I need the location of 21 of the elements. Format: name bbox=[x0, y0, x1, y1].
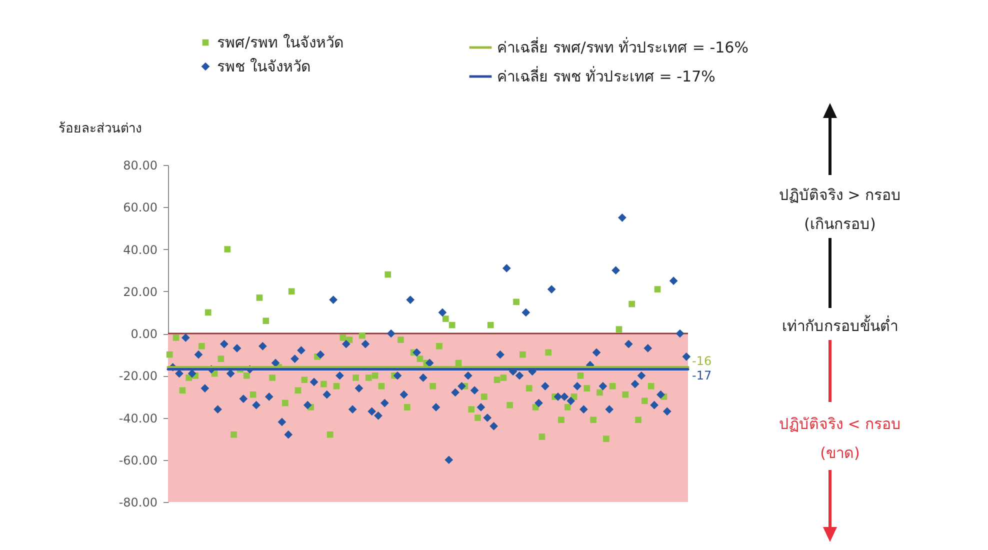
text: เท่ากับกรอบขั้นต่ำ bbox=[781, 314, 899, 337]
y-tick-label: 20.00 bbox=[123, 284, 158, 299]
y-tick-label: 80.00 bbox=[123, 158, 158, 172]
y-tick-label: -60.00 bbox=[118, 453, 158, 468]
y-tick-label: 60.00 bbox=[123, 200, 158, 215]
y-tick-label: 40.00 bbox=[123, 242, 158, 257]
y-tick-label: -20.00 bbox=[118, 369, 158, 384]
text: (เกินกรอบ) bbox=[803, 214, 877, 235]
text: -17 bbox=[692, 368, 712, 382]
text: ปฏิบัติจริง > กรอบ bbox=[778, 185, 902, 206]
y-axis-title: ร้อยละส่วนต่าง bbox=[58, 122, 142, 136]
y-tick-label: -80.00 bbox=[118, 496, 158, 510]
y-tick-label: -40.00 bbox=[118, 411, 158, 426]
text: -16 bbox=[692, 354, 712, 368]
text: ปฏิบัติจริง < กรอบ bbox=[778, 414, 902, 435]
legend-label: ค่าเฉลี่ย รพช ทั่วประเทศ = -17% bbox=[497, 66, 716, 86]
legend-label: รพช ในจังหวัด bbox=[217, 58, 311, 76]
y-tick-label: 0.00 bbox=[130, 327, 158, 341]
text: (ขาด) bbox=[819, 443, 861, 464]
legend-label: ค่าเฉลี่ย รพศ/รพท ทั่วประเทศ = -16% bbox=[497, 36, 748, 56]
legend-label: รพศ/รพท ในจังหวัด bbox=[217, 34, 344, 52]
